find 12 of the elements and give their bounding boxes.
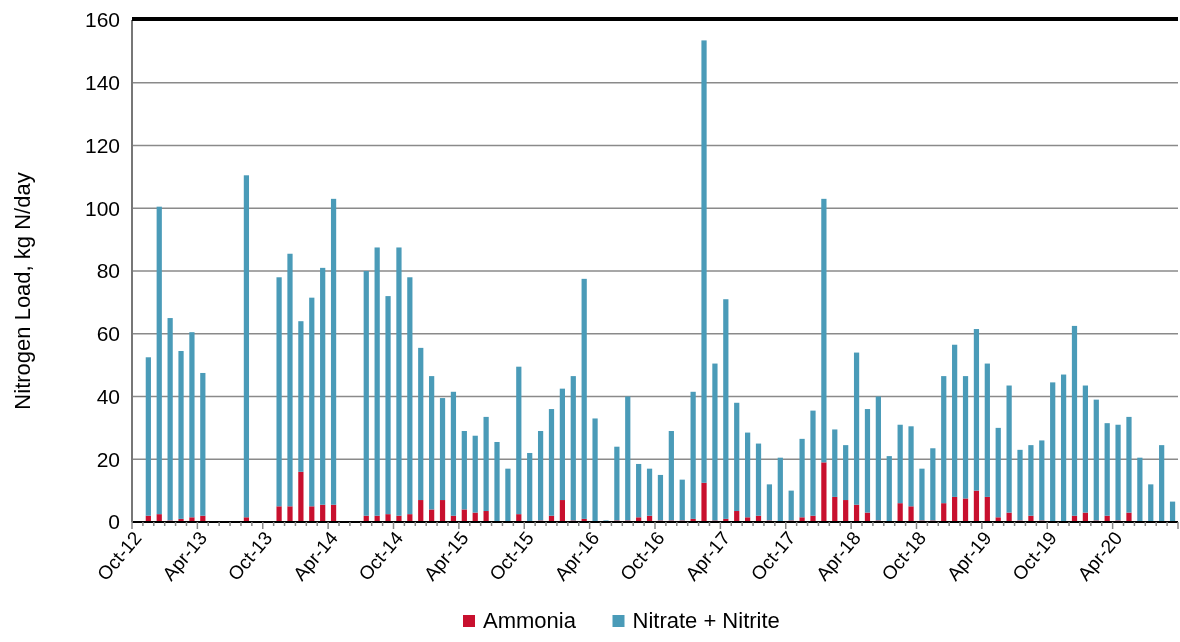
legend-label: Ammonia bbox=[483, 608, 577, 633]
y-tick-label: 40 bbox=[96, 384, 120, 408]
y-tick-label: 80 bbox=[96, 259, 120, 283]
y-tick-label: 0 bbox=[108, 510, 120, 534]
y-tick-label: 120 bbox=[84, 133, 120, 157]
y-tick-label: 140 bbox=[84, 71, 120, 95]
legend-label: Nitrate + Nitrite bbox=[632, 608, 780, 633]
y-tick-label: 100 bbox=[84, 196, 120, 220]
y-tick-label: 60 bbox=[96, 322, 120, 346]
y-tick-label: 160 bbox=[84, 8, 120, 32]
y-axis-title: Nitrogen Load, kg N/day bbox=[10, 172, 35, 410]
y-tick-label: 20 bbox=[96, 447, 120, 471]
